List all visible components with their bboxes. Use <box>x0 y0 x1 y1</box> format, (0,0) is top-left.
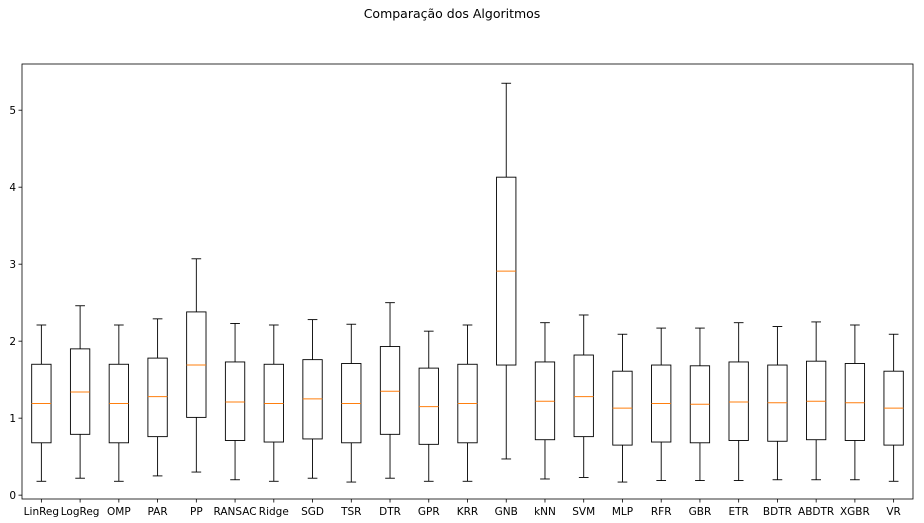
x-tick-label: MLP <box>612 506 633 518</box>
x-tick-label: ETR <box>729 506 749 518</box>
y-tick-label: 5 <box>9 105 16 117</box>
x-tick-label: PP <box>190 506 203 518</box>
iqr-box <box>844 363 866 441</box>
axes-frame <box>21 63 914 500</box>
box-xgbr <box>844 324 866 481</box>
box-tsr <box>341 323 362 483</box>
box-gnb <box>496 82 517 460</box>
y-axis: 0 1 2 3 4 5 <box>9 105 22 502</box>
box-sgd <box>302 319 323 479</box>
x-tick-label: GPR <box>418 506 440 518</box>
x-tick-label: KRR <box>457 506 478 518</box>
x-tick-label: OMP <box>107 506 131 518</box>
box-dtr <box>379 302 401 479</box>
x-tick-label: kNN <box>534 506 556 518</box>
iqr-box <box>573 354 594 438</box>
x-tick-label: LogReg <box>61 506 100 518</box>
box-krr <box>457 324 478 482</box>
box-knn <box>534 322 556 480</box>
iqr-box <box>224 361 246 441</box>
box-gbr <box>689 327 711 481</box>
x-tick-label: PAR <box>148 506 168 518</box>
box-linreg <box>31 324 52 482</box>
box-pp <box>186 258 207 473</box>
y-tick-label: 0 <box>9 490 16 502</box>
x-tick-label: DTR <box>379 506 401 518</box>
box-svm <box>573 314 594 478</box>
box-logreg <box>69 305 91 479</box>
x-tick-label: RANSAC <box>214 506 257 518</box>
x-tick-label: GNB <box>495 506 518 518</box>
x-tick-label: VR <box>886 506 900 518</box>
box-abdtr <box>806 321 827 481</box>
box-ridge <box>263 324 284 482</box>
y-tick-label: 3 <box>9 259 16 271</box>
x-tick-label: LinReg <box>24 506 59 518</box>
x-tick-label: SVM <box>572 506 595 518</box>
box-etr <box>728 322 749 481</box>
x-tick-label: BDTR <box>763 506 792 518</box>
box-omp <box>108 324 129 482</box>
x-tick-label: RFR <box>651 506 672 518</box>
box-par <box>147 318 168 477</box>
y-tick-label: 2 <box>9 336 16 348</box>
box-gpr <box>418 330 439 482</box>
box-bdtr <box>767 326 788 481</box>
iqr-box <box>147 357 168 438</box>
x-axis: LinReg LogReg OMP PAR PP RANSAC Ridge SGD TSR DTR… <box>24 499 901 518</box>
box-rfr <box>651 327 672 481</box>
iqr-box <box>379 346 401 435</box>
x-tick-label: Ridge <box>259 506 289 518</box>
box-vr <box>883 333 904 482</box>
plot-area <box>31 82 904 483</box>
iqr-box <box>728 361 749 441</box>
x-tick-label: TSR <box>340 506 361 518</box>
x-tick-label: SGD <box>301 506 324 518</box>
box-ransac <box>224 323 246 481</box>
y-tick-label: 1 <box>9 413 16 425</box>
x-tick-label: ABDTR <box>798 506 834 518</box>
chart-title: Comparação dos Algoritmos <box>364 6 541 21</box>
box-mlp <box>612 333 633 483</box>
iqr-box <box>806 360 827 441</box>
x-tick-label: XGBR <box>840 506 870 518</box>
y-tick-label: 4 <box>9 182 16 194</box>
x-tick-label: GBR <box>689 506 712 518</box>
